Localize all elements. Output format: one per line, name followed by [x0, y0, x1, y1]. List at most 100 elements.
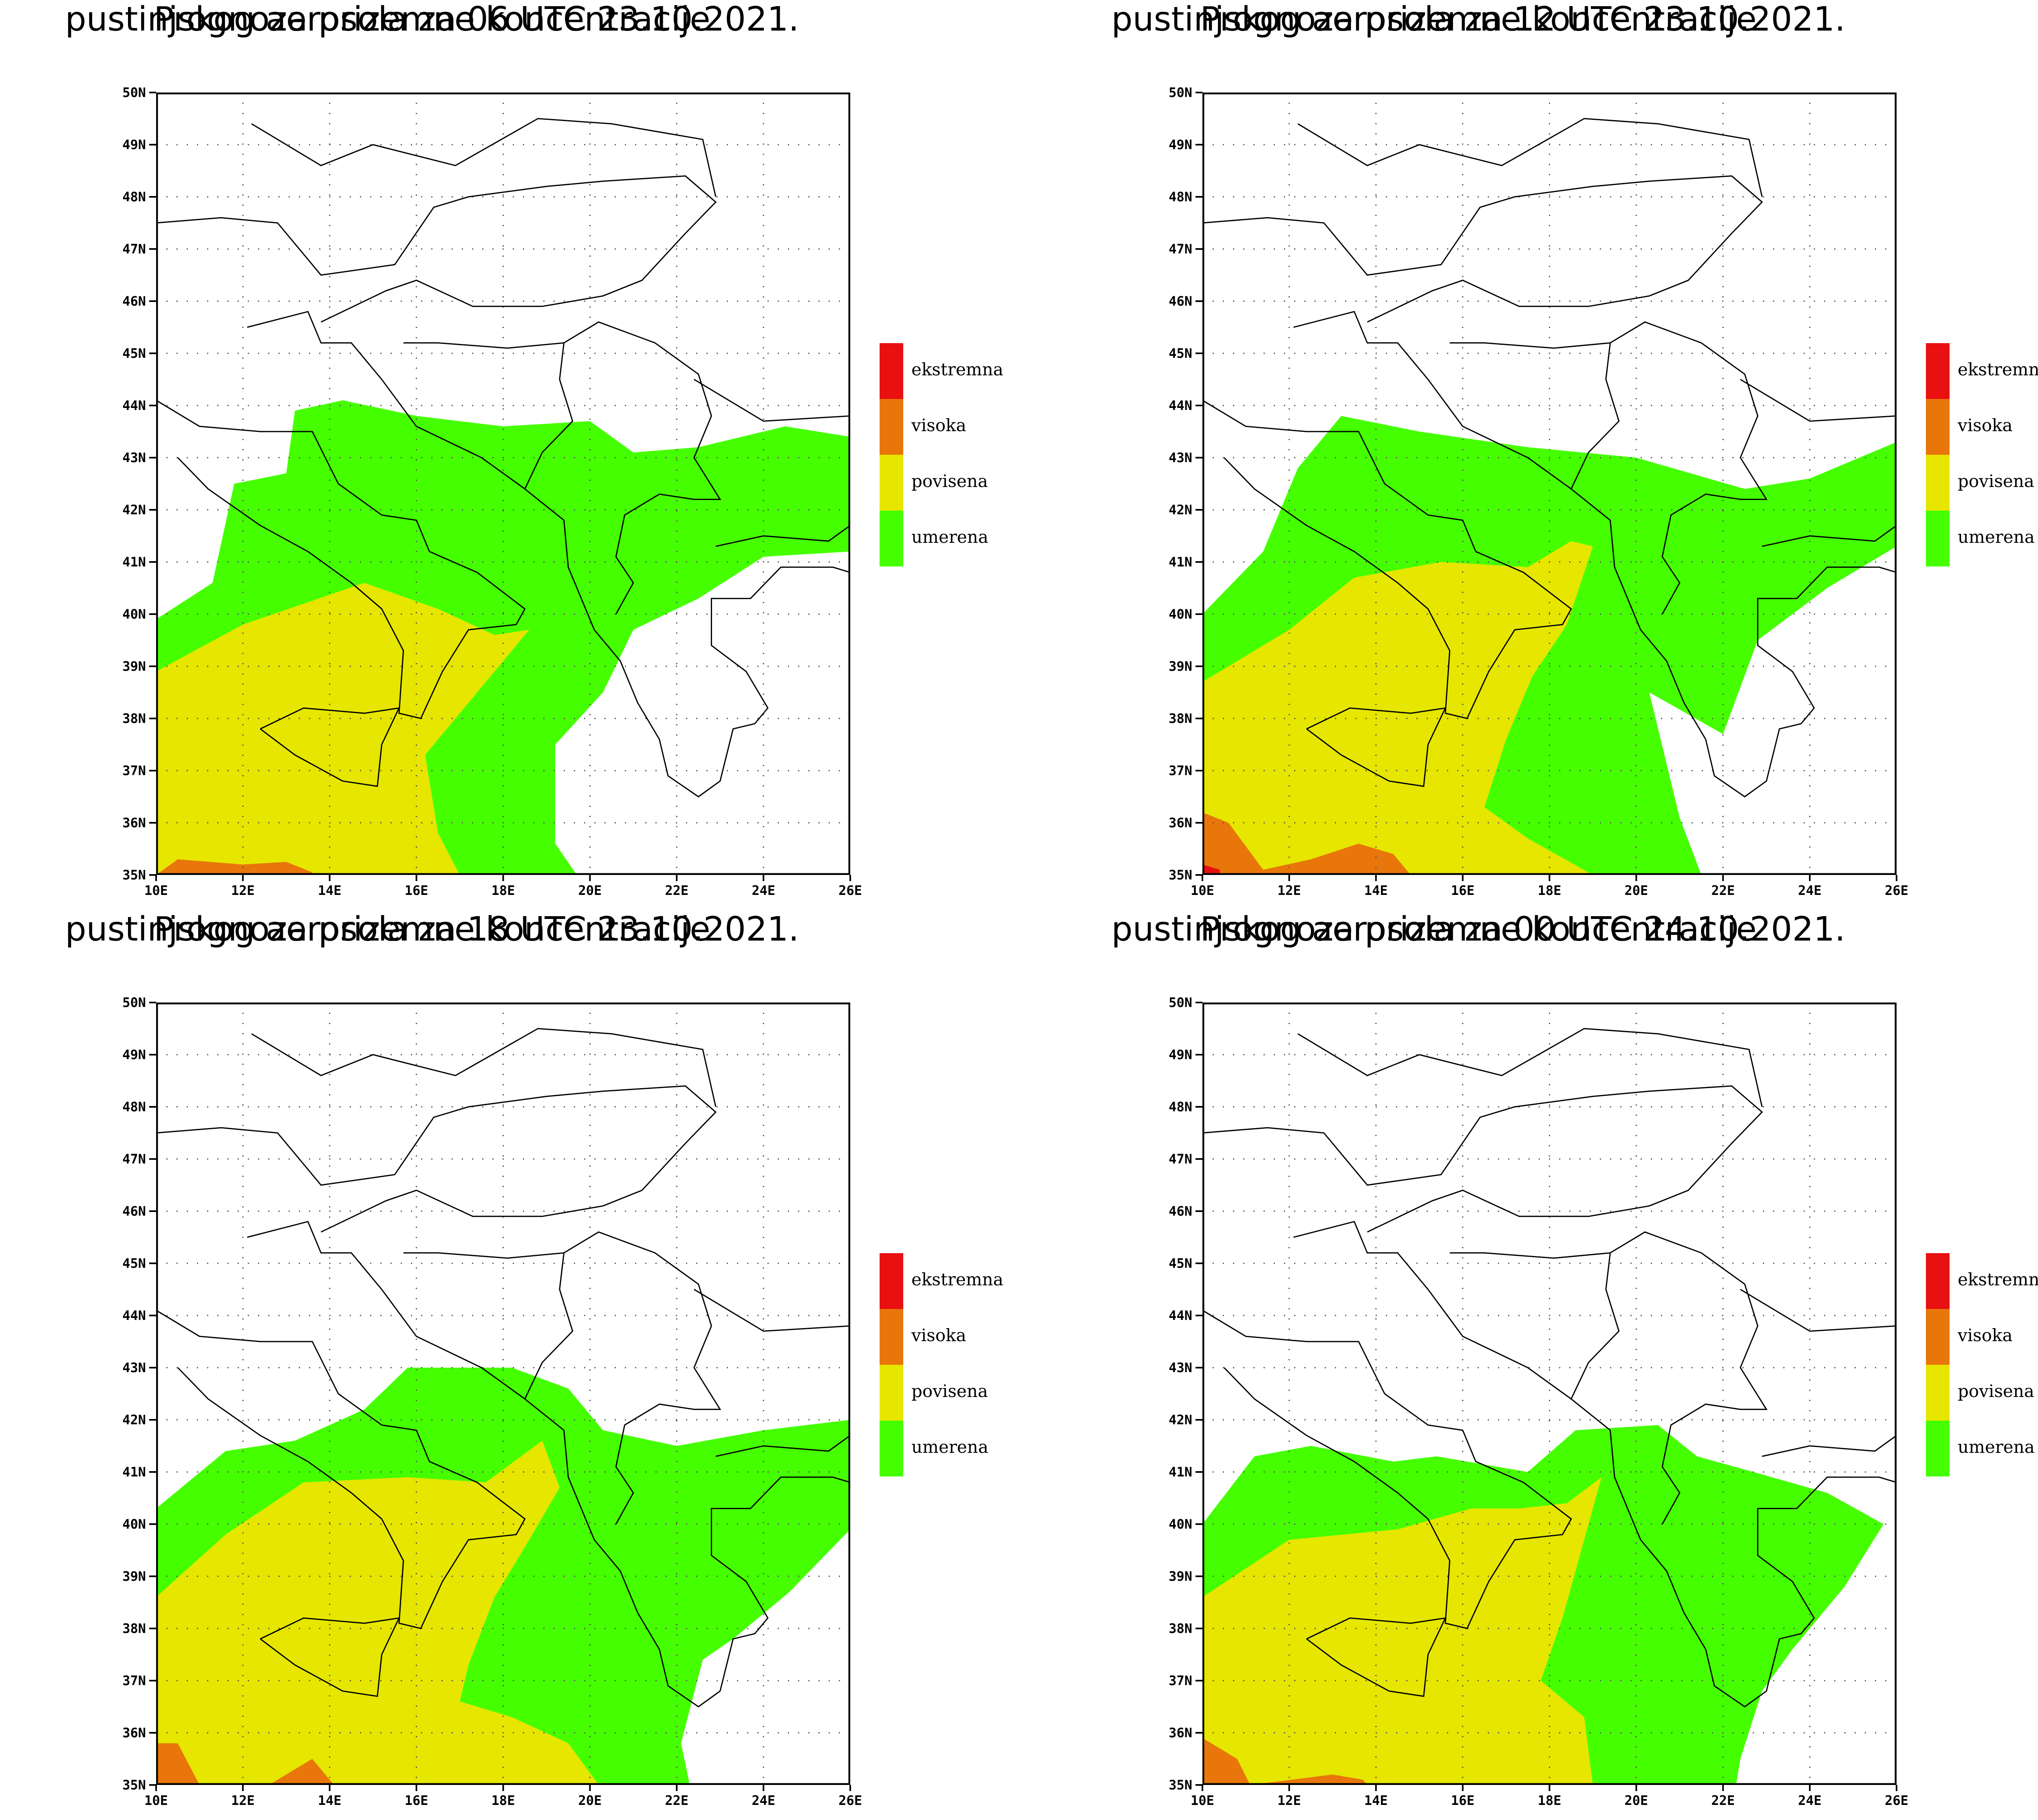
lat-tick-label: 37N	[122, 763, 146, 778]
lon-tick-label: 20E	[578, 1793, 602, 1808]
lon-tick-label: 22E	[665, 883, 688, 898]
map-frame	[156, 93, 850, 875]
boundary-line	[715, 525, 850, 547]
panel-title-line2: pustinjskog aerosola za 00 UTC 24.10.202…	[1111, 910, 1846, 949]
forecast-map	[1202, 1003, 1897, 1785]
povisena-region	[156, 583, 529, 875]
lat-tick-label: 39N	[122, 1569, 146, 1584]
lat-tick-label: 44N	[122, 398, 146, 413]
legend-swatch-ekstremna	[1926, 1253, 1950, 1309]
legend-label-ekstremna: ekstremna	[1958, 359, 2038, 379]
boundary-line	[1762, 1435, 1897, 1457]
lon-tick-label: 16E	[405, 1793, 428, 1808]
lon-tick-label: 18E	[492, 883, 515, 898]
boundary-line	[247, 1221, 850, 1708]
lon-tick-label: 12E	[231, 1793, 255, 1808]
lon-tick-label: 14E	[1364, 1793, 1388, 1808]
lat-tick-label: 45N	[122, 346, 146, 361]
povisena-region	[1202, 1477, 1602, 1785]
lat-tick-label: 37N	[122, 1673, 146, 1688]
legend-swatch-visoka	[880, 399, 903, 455]
lon-tick-label: 24E	[752, 1793, 775, 1808]
lon-tick-label: 16E	[405, 883, 428, 898]
lat-tick-label: 48N	[122, 189, 146, 205]
lat-tick-label: 37N	[1169, 763, 1192, 778]
lat-tick-label: 47N	[1169, 1151, 1192, 1167]
lat-tick-label: 50N	[1169, 85, 1192, 100]
boundary-line	[1740, 379, 1897, 422]
lat-tick-label: 35N	[122, 867, 146, 883]
legend-label-umerena: umerena	[911, 527, 988, 547]
visoka-region	[1202, 1738, 1367, 1785]
visoka-region	[156, 859, 313, 875]
lat-tick-label: 43N	[1169, 1360, 1192, 1375]
concentration-legend: ekstremna visoka povisena umerena	[1926, 343, 2038, 567]
lat-tick-label: 40N	[122, 1516, 146, 1532]
legend-swatch-ekstremna	[1926, 343, 1950, 399]
legend-swatch-umerena	[1926, 1421, 1950, 1476]
lon-tick-label: 10E	[144, 1793, 168, 1808]
lat-tick-label: 41N	[1169, 554, 1192, 570]
lat-tick-label: 35N	[122, 1777, 146, 1793]
lat-tick-label: 44N	[1169, 1308, 1192, 1323]
lat-tick-label: 36N	[1169, 815, 1192, 831]
lat-tick-label: 43N	[122, 1360, 146, 1375]
lon-tick-label: 26E	[1885, 883, 1908, 898]
legend-swatch-povisena	[880, 1365, 903, 1421]
lat-tick-label: 36N	[1169, 1725, 1192, 1741]
lon-tick-label: 18E	[492, 1793, 515, 1808]
lat-tick-label: 42N	[122, 502, 146, 518]
forecast-panel: Prognoza prizemne koncentracije pustinjs…	[0, 0, 1046, 910]
ekstremna-region	[1202, 864, 1220, 875]
lat-tick-label: 49N	[1169, 137, 1192, 152]
legend-label-povisena: povisena	[911, 471, 988, 491]
boundary-line	[156, 1085, 717, 1233]
lon-tick-label: 24E	[752, 883, 775, 898]
lat-tick-label: 48N	[1169, 189, 1192, 205]
legend-swatch-ekstremna	[880, 343, 903, 399]
lat-tick-label: 44N	[122, 1308, 146, 1323]
lon-tick-label: 22E	[1711, 883, 1735, 898]
lat-tick-label: 50N	[122, 995, 146, 1010]
legend-label-umerena: umerena	[1958, 527, 2035, 547]
lat-tick-label: 38N	[1169, 711, 1192, 726]
lon-tick-label: 24E	[1798, 1793, 1822, 1808]
boundary-line	[1293, 1221, 1897, 1708]
legend-swatch-umerena	[880, 511, 903, 566]
lat-tick-label: 49N	[1169, 1047, 1192, 1062]
legend-label-povisena: povisena	[911, 1381, 988, 1401]
legend-label-visoka: visoka	[911, 415, 966, 435]
legend-swatch-visoka	[1926, 1309, 1950, 1365]
lon-tick-label: 18E	[1538, 883, 1562, 898]
legend-label-ekstremna: ekstremna	[911, 1269, 1004, 1289]
boundary-line	[1449, 1252, 1620, 1399]
boundary-line	[1297, 118, 1763, 197]
boundary-line	[694, 1289, 850, 1332]
lat-tick-label: 35N	[1169, 867, 1192, 883]
lon-tick-label: 22E	[665, 1793, 688, 1808]
concentration-legend: ekstremna visoka povisena umerena	[880, 343, 1051, 567]
lat-tick-label: 39N	[1169, 1569, 1192, 1584]
lat-tick-label: 42N	[1169, 1412, 1192, 1428]
lon-tick-label: 12E	[231, 883, 255, 898]
concentration-legend: ekstremna visoka povisena umerena	[1926, 1253, 2038, 1477]
boundary-line	[715, 1435, 850, 1457]
lat-tick-label: 49N	[122, 137, 146, 152]
lat-tick-label: 46N	[1169, 1203, 1192, 1219]
legend-swatch-umerena	[880, 1421, 903, 1476]
lon-tick-label: 18E	[1538, 1793, 1562, 1808]
lat-tick-label: 39N	[1169, 659, 1192, 674]
panel-title-line1: Prognoza prizemne koncentracije	[154, 910, 710, 949]
lat-tick-label: 40N	[122, 606, 146, 622]
lon-tick-label: 22E	[1711, 1793, 1735, 1808]
legend-label-visoka: visoka	[1958, 415, 2013, 435]
lat-tick-label: 50N	[122, 85, 146, 100]
legend-label-povisena: povisena	[1958, 1381, 2034, 1401]
legend-swatch-ekstremna	[880, 1253, 903, 1309]
legend-label-ekstremna: ekstremna	[1958, 1269, 2038, 1289]
boundary-line	[1762, 525, 1897, 547]
boundary-line	[563, 1231, 721, 1525]
lon-tick-label: 24E	[1798, 883, 1822, 898]
boundary-line	[156, 175, 717, 323]
lat-tick-label: 42N	[1169, 502, 1192, 518]
